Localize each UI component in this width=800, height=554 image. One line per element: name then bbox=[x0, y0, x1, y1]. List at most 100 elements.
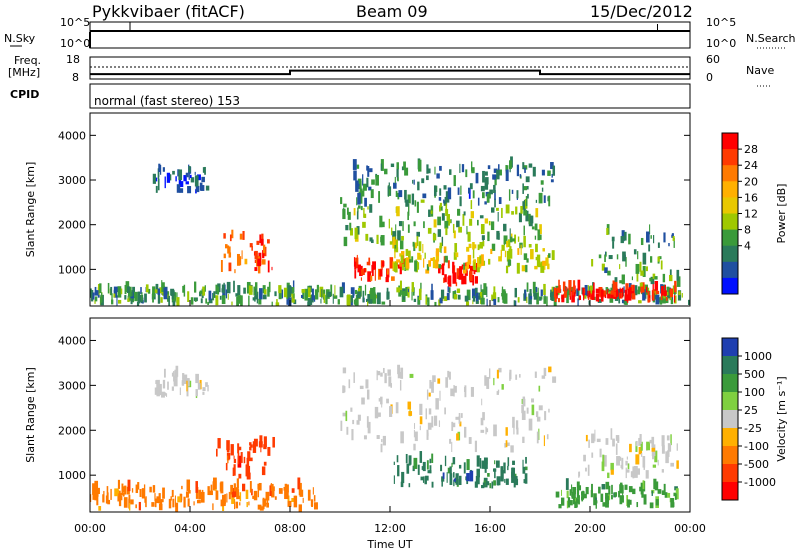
power-cell bbox=[423, 258, 425, 268]
power-cell bbox=[526, 296, 528, 303]
power-cell bbox=[444, 220, 449, 229]
velocity-cell bbox=[445, 377, 449, 388]
power-cell bbox=[625, 256, 627, 267]
velocity-cell bbox=[230, 444, 234, 456]
power-cell bbox=[91, 289, 94, 302]
velocity-cell bbox=[479, 458, 482, 469]
power-cell bbox=[353, 290, 355, 296]
power-cell bbox=[380, 235, 385, 246]
power-cell bbox=[605, 251, 607, 257]
velocity-cell bbox=[521, 404, 524, 414]
power-cell bbox=[373, 287, 376, 296]
power-cell bbox=[535, 199, 538, 203]
power-cell bbox=[237, 295, 242, 304]
power-cell bbox=[523, 235, 526, 248]
power-cell bbox=[432, 257, 436, 269]
velocity-colorbar-segment bbox=[722, 428, 738, 447]
power-cell bbox=[619, 287, 621, 299]
velocity-cell bbox=[246, 472, 251, 480]
power-ylabel: Slant Range [km] bbox=[24, 162, 37, 258]
power-cell bbox=[242, 230, 245, 240]
velocity-cell bbox=[346, 426, 349, 435]
power-cell bbox=[439, 206, 443, 211]
velocity-cell bbox=[495, 460, 500, 468]
power-cell bbox=[107, 282, 110, 294]
power-cell bbox=[551, 250, 555, 260]
power-cell bbox=[469, 218, 473, 226]
velocity-cell bbox=[466, 480, 469, 485]
power-cell bbox=[287, 285, 292, 298]
power-cell bbox=[507, 259, 512, 266]
power-cell bbox=[642, 265, 646, 277]
velocity-colorbar-frame bbox=[721, 337, 739, 501]
power-cell bbox=[353, 299, 357, 305]
power-cell bbox=[388, 189, 391, 196]
power-cell bbox=[482, 192, 485, 199]
power-cell bbox=[511, 189, 514, 194]
power-cell bbox=[548, 195, 551, 207]
power-cell bbox=[194, 175, 199, 187]
velocity-cell bbox=[486, 376, 490, 389]
power-cell bbox=[453, 252, 457, 260]
velocity-cell bbox=[351, 429, 354, 441]
power-cell bbox=[598, 286, 603, 297]
power-cell bbox=[246, 281, 251, 294]
power-cell bbox=[427, 227, 432, 234]
velocity-cell bbox=[231, 493, 235, 504]
power-cell bbox=[363, 213, 367, 218]
power-cell bbox=[625, 283, 629, 291]
velocity-cell bbox=[446, 472, 448, 483]
power-cell bbox=[604, 251, 606, 256]
power-cell bbox=[547, 263, 550, 270]
station-title: Pykkvibaer (fitACF) bbox=[92, 2, 245, 21]
power-cell bbox=[99, 283, 102, 294]
velocity-cell bbox=[585, 467, 587, 472]
velocity-cell bbox=[555, 491, 560, 498]
power-cell bbox=[484, 201, 487, 205]
power-cell bbox=[229, 234, 232, 242]
velocity-cell bbox=[207, 486, 210, 496]
power-cell bbox=[195, 185, 200, 193]
power-cell bbox=[409, 259, 412, 263]
power-cell bbox=[437, 216, 442, 226]
velocity-cell bbox=[521, 410, 526, 420]
velocity-cell bbox=[102, 494, 105, 503]
power-cell bbox=[301, 289, 306, 293]
velocity-cell bbox=[675, 488, 679, 500]
velocity-cell bbox=[667, 443, 672, 452]
cpid-label: CPID bbox=[10, 88, 40, 101]
power-cell bbox=[628, 287, 632, 293]
power-cell bbox=[447, 286, 449, 293]
power-cell bbox=[396, 287, 401, 293]
velocity-cell bbox=[558, 504, 562, 509]
velocity-cell bbox=[233, 455, 235, 459]
velocity-cell bbox=[670, 462, 675, 467]
power-cell bbox=[583, 289, 585, 301]
power-cell bbox=[262, 294, 267, 300]
power-cell bbox=[204, 166, 206, 175]
velocity-cell bbox=[342, 412, 347, 417]
power-cell bbox=[458, 275, 463, 280]
power-cell bbox=[474, 262, 476, 270]
velocity-cell bbox=[657, 459, 659, 466]
power-cell bbox=[127, 286, 130, 294]
power-cell bbox=[516, 190, 519, 199]
power-cell bbox=[533, 292, 538, 300]
power-cell bbox=[276, 299, 278, 304]
power-cell bbox=[364, 197, 367, 207]
velocity-cell bbox=[114, 488, 119, 497]
power-cell bbox=[355, 294, 359, 304]
velocity-cell bbox=[453, 479, 455, 487]
power-cell bbox=[401, 235, 404, 241]
velocity-cell bbox=[641, 491, 644, 498]
velocity-cell bbox=[356, 420, 360, 425]
velocity-cell bbox=[571, 484, 573, 494]
power-cell bbox=[464, 295, 469, 302]
power-panel: 1000 2000 3000 4000 Slant Range [km] 28 24 20 16… bbox=[24, 112, 788, 307]
power-cell bbox=[508, 160, 512, 169]
power-cell bbox=[300, 294, 304, 299]
velocity-cell bbox=[424, 476, 427, 485]
power-cell bbox=[413, 221, 416, 227]
power-cell bbox=[610, 290, 612, 299]
power-cell bbox=[459, 266, 463, 277]
